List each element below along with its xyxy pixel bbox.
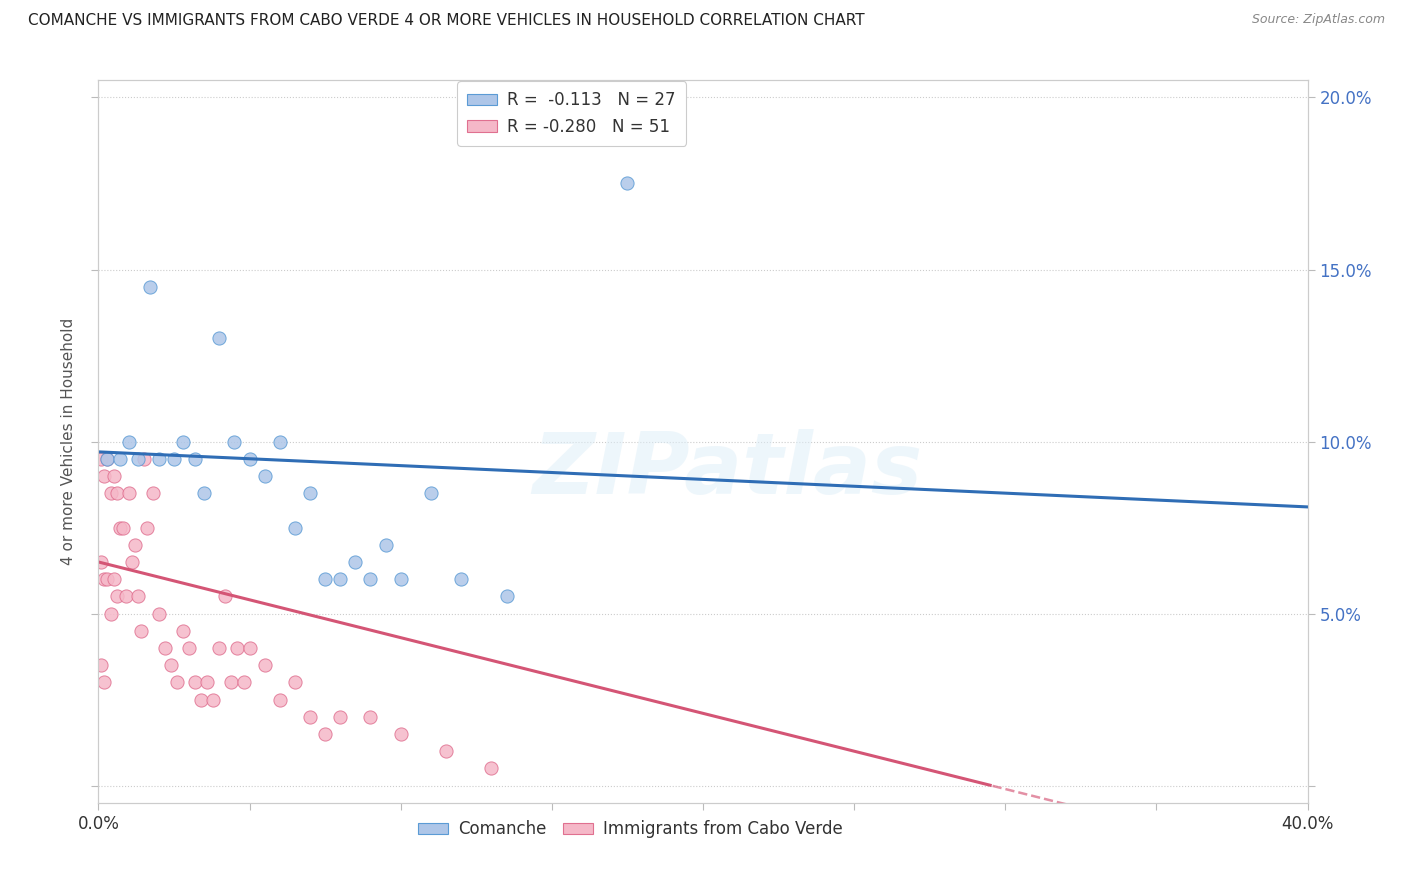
Y-axis label: 4 or more Vehicles in Household: 4 or more Vehicles in Household [60,318,76,566]
Point [284,675,307,690]
Point [314,572,336,586]
Point [129,624,152,638]
Point [202,692,225,706]
Point [163,451,186,466]
Point [93,572,115,586]
Point [389,727,412,741]
Point [93,469,115,483]
Point [269,692,291,706]
Point [360,572,382,586]
Point [172,434,194,449]
Point [172,624,194,638]
Text: Source: ZipAtlas.com: Source: ZipAtlas.com [1251,13,1385,27]
Point [127,590,149,604]
Point [90,451,112,466]
Point [148,607,170,621]
Point [111,520,134,534]
Point [420,486,443,500]
Point [374,538,396,552]
Point [284,520,307,534]
Point [166,675,188,690]
Point [142,486,165,500]
Point [232,675,254,690]
Point [100,486,122,500]
Point [135,520,157,534]
Point [434,744,457,758]
Point [124,538,146,552]
Point [153,640,176,655]
Point [253,658,276,673]
Point [103,469,125,483]
Point [329,572,352,586]
Point [450,572,472,586]
Point [90,658,112,673]
Point [105,590,128,604]
Legend: Comanche, Immigrants from Cabo Verde: Comanche, Immigrants from Cabo Verde [412,814,849,845]
Point [118,434,141,449]
Point [118,486,141,500]
Point [344,555,367,569]
Point [96,451,118,466]
Point [214,590,236,604]
Point [160,658,183,673]
Point [239,640,262,655]
Point [299,486,322,500]
Point [253,469,276,483]
Point [495,590,517,604]
Point [121,555,143,569]
Point [96,451,118,466]
Text: ZIPatlas: ZIPatlas [531,429,922,512]
Point [148,451,170,466]
Point [329,710,352,724]
Point [226,640,249,655]
Point [224,434,246,449]
Point [208,640,231,655]
Point [314,727,336,741]
Point [96,572,118,586]
Point [208,331,231,345]
Point [139,279,162,293]
Point [127,451,149,466]
Point [190,692,212,706]
Point [184,451,207,466]
Point [90,555,112,569]
Point [195,675,218,690]
Point [269,434,291,449]
Point [179,640,201,655]
Point [299,710,322,724]
Text: COMANCHE VS IMMIGRANTS FROM CABO VERDE 4 OR MORE VEHICLES IN HOUSEHOLD CORRELATI: COMANCHE VS IMMIGRANTS FROM CABO VERDE 4… [28,13,865,29]
Point [184,675,207,690]
Point [103,572,125,586]
Point [100,607,122,621]
Point [389,572,412,586]
Point [616,177,638,191]
Point [108,520,131,534]
Point [193,486,215,500]
Point [108,451,131,466]
Point [221,675,243,690]
Point [132,451,155,466]
Point [105,486,128,500]
Point [114,590,136,604]
Point [239,451,262,466]
Point [93,675,115,690]
Point [360,710,382,724]
Point [481,761,503,775]
